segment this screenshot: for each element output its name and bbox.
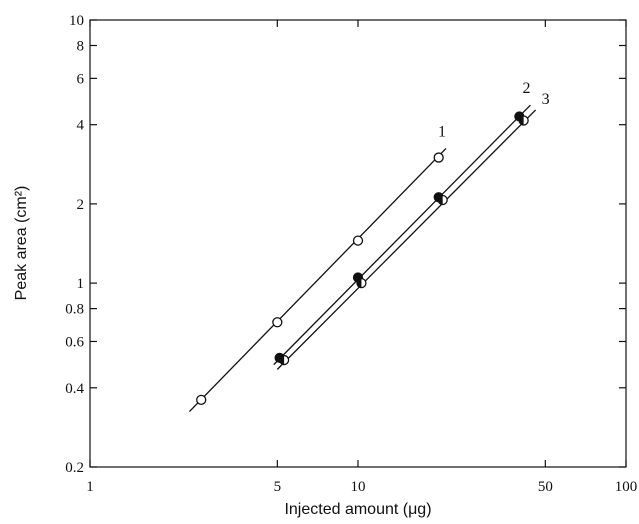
data-point-series-1 xyxy=(433,152,444,163)
series-labels: 1 23 xyxy=(438,80,550,140)
x-axis-label: Injected amount (μg) xyxy=(284,501,431,518)
marker-half-circle-fill xyxy=(519,115,524,125)
y-tick-label: 0.4 xyxy=(65,381,84,397)
data-point-series-1 xyxy=(196,394,207,405)
x-tick-label: 5 xyxy=(274,479,282,495)
x-tick-label: 100 xyxy=(615,479,638,495)
fit-line-series-2 xyxy=(273,104,531,366)
marker-half-circle-fill xyxy=(438,195,443,205)
y-tick-label: 6 xyxy=(77,71,85,87)
axis-ticks: 1 5 10 50 100 0.2 0.4 0.6 0.8 1 2 4 6 8 10 xyxy=(65,13,637,495)
marker-half-circle-fill xyxy=(356,278,362,288)
x-tick-label: 1 xyxy=(86,479,94,495)
x-tick-label: 10 xyxy=(351,479,366,495)
y-axis-label: Peak area (cm²) xyxy=(13,186,30,301)
y-tick-label: 0.2 xyxy=(65,460,84,476)
data-point-series-1 xyxy=(352,235,364,246)
y-tick-label: 10 xyxy=(69,13,84,29)
marker-open-circle xyxy=(272,317,283,328)
fit-line-series-1 xyxy=(188,147,447,412)
marker-open-circle xyxy=(433,152,444,163)
y-tick-label: 0.8 xyxy=(65,302,84,318)
series-label-1: 1 xyxy=(438,123,446,140)
y-tick-label: 0.6 xyxy=(65,334,84,350)
data-point-series-1 xyxy=(272,317,283,328)
marker-open-circle xyxy=(352,235,364,246)
x-tick-label: 50 xyxy=(538,479,553,495)
fit-line-series-3 xyxy=(276,109,537,370)
y-tick-label: 4 xyxy=(77,118,85,134)
marker-half-circle-fill xyxy=(279,355,285,365)
series-label-3: 3 xyxy=(542,91,550,108)
data-points xyxy=(196,111,529,405)
data-point-series-3 xyxy=(437,194,448,206)
y-tick-label: 2 xyxy=(77,197,85,213)
series-label-2: 2 xyxy=(522,80,530,97)
fit-lines xyxy=(188,104,537,412)
y-tick-label: 1 xyxy=(77,276,85,292)
data-point-series-3 xyxy=(278,354,290,366)
marker-open-circle xyxy=(196,394,207,405)
data-point-series-3 xyxy=(356,277,367,289)
y-tick-label: 8 xyxy=(77,38,85,54)
data-point-series-3 xyxy=(518,115,529,126)
